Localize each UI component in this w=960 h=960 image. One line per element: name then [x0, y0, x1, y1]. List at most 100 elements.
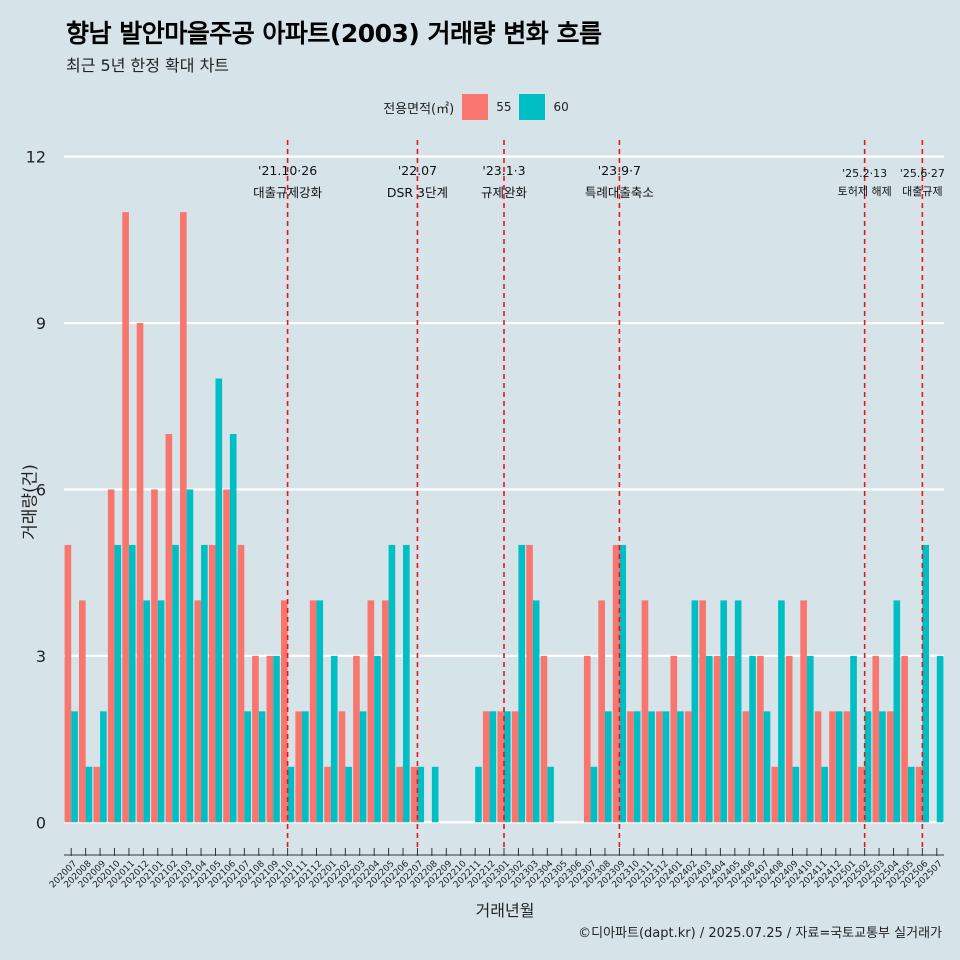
bar-55-202504: [886, 711, 894, 823]
bar-55-202407: [757, 655, 764, 823]
bar-55-202011: [122, 212, 129, 823]
legend-item-55[interactable]: 55: [462, 94, 511, 120]
legend-swatch-55: [462, 94, 489, 120]
bar-60-202302: [518, 544, 526, 823]
bar-60-202501: [850, 655, 857, 823]
event-name-label: 대출규제강화: [253, 185, 323, 200]
event-date-label: '25.6·27: [900, 167, 945, 180]
bar-60-202207: [417, 766, 425, 823]
bar-55-202105: [208, 544, 216, 823]
bar-55-202205: [381, 600, 389, 823]
bar-55-202107: [237, 544, 245, 823]
bar-55-202206: [396, 766, 404, 823]
bar-55-202101: [151, 489, 158, 823]
bar-55-202104: [194, 600, 202, 823]
bar-55-202403: [699, 600, 706, 823]
chart-subtitle: 최근 5년 한정 확대 차트: [66, 56, 230, 75]
bar-60-202304: [547, 766, 554, 823]
bar-60-202312: [662, 711, 670, 823]
y-tick-label: 3: [36, 647, 46, 666]
y-tick-label: 12: [26, 148, 46, 167]
bar-55-202308: [598, 600, 605, 823]
bar-60-202008: [85, 766, 93, 823]
bar-55-202404: [713, 655, 721, 823]
bar-60-202104: [201, 544, 208, 823]
bar-55-202409: [785, 655, 793, 823]
bar-55-202212: [482, 711, 490, 823]
bar-60-202301: [504, 711, 511, 823]
bar-55-202302: [511, 711, 519, 823]
chart-title: 향남 발안마을주공 아파트(2003) 거래량 변화 흐름: [66, 19, 602, 48]
event-name-label: DSR 3단계: [387, 185, 448, 200]
y-tick-label: 0: [36, 813, 46, 832]
bar-55-202309: [612, 544, 620, 823]
event-date-label: '21.10·26: [258, 163, 317, 178]
bar-60-202202: [345, 766, 352, 823]
bar-55-202411: [814, 711, 822, 823]
bar-60-202103: [186, 489, 194, 823]
bar-60-202410: [806, 655, 814, 823]
bar-60-202308: [604, 711, 612, 823]
bar-55-202207: [410, 766, 418, 823]
event-date-label: '22.07: [398, 163, 437, 178]
bar-55-202303: [526, 544, 533, 823]
bar-60-202203: [359, 711, 367, 823]
legend: 전용면적(㎡) 55 60: [0, 92, 960, 122]
bar-60-202204: [374, 655, 381, 823]
bar-60-202404: [720, 600, 728, 823]
bar-55-202009: [93, 766, 101, 823]
bar-60-202010: [114, 544, 122, 823]
bar-60-202309: [619, 544, 627, 823]
bar-60-202403: [705, 655, 713, 823]
bar-55-202412: [829, 711, 836, 823]
legend-item-60[interactable]: 60: [519, 94, 569, 120]
bar-60-202201: [330, 655, 338, 823]
bar-60-202507: [936, 655, 944, 823]
bar-60-202412: [835, 711, 843, 823]
bar-60-202212: [489, 711, 497, 823]
bar-55-202502: [858, 766, 865, 823]
bar-60-202011: [128, 544, 136, 823]
event-name-label: 대출규제: [902, 185, 942, 198]
x-axis-label: 거래년월: [475, 901, 535, 920]
bar-60-202112: [316, 600, 324, 823]
bar-60-202311: [648, 711, 655, 823]
bar-55-202301: [497, 711, 504, 823]
bar-60-202111: [302, 711, 309, 823]
bar-55-202012: [136, 323, 144, 823]
bar-60-202208: [431, 766, 439, 823]
bar-55-202108: [252, 655, 259, 823]
bar-55-202408: [771, 766, 779, 823]
bar-60-202007: [71, 711, 78, 823]
bar-55-202311: [641, 600, 649, 823]
bar-60-202405: [734, 600, 742, 823]
bar-60-202102: [172, 544, 179, 823]
legend-label-55: 55: [496, 100, 512, 114]
bar-55-202410: [800, 600, 807, 823]
event-date-label: '23.1·3: [482, 163, 525, 178]
y-tick-label: 9: [36, 314, 46, 333]
bar-60-202502: [864, 711, 872, 823]
bar-60-202310: [633, 711, 641, 823]
bar-55-202112: [309, 600, 317, 823]
event-name-label: 특례대출축소: [585, 185, 654, 200]
bar-60-202211: [475, 766, 482, 823]
bar-55-202405: [728, 655, 735, 823]
bar-55-202310: [627, 711, 634, 823]
bar-55-202503: [872, 655, 880, 823]
bar-55-202106: [223, 489, 230, 823]
legend-swatch-60: [519, 94, 546, 120]
bar-55-202109: [266, 655, 274, 823]
caption: ©디아파트(dapt.kr) / 2025.07.25 / 자료=국토교통부 실…: [578, 926, 942, 941]
bar-60-202110: [287, 766, 295, 823]
bar-55-202201: [324, 766, 331, 823]
bar-55-202402: [684, 711, 692, 823]
bar-55-202110: [280, 600, 288, 823]
bar-60-202012: [143, 600, 150, 823]
bar-55-202312: [656, 711, 663, 823]
bar-60-202503: [879, 711, 886, 823]
events-layer: '21.10·26 대출규제강화 '22.07 DSR 3단계 '23.1·3 규제완화 '…: [253, 140, 945, 850]
bar-55-202202: [338, 711, 346, 823]
bar-60-202206: [403, 544, 410, 823]
